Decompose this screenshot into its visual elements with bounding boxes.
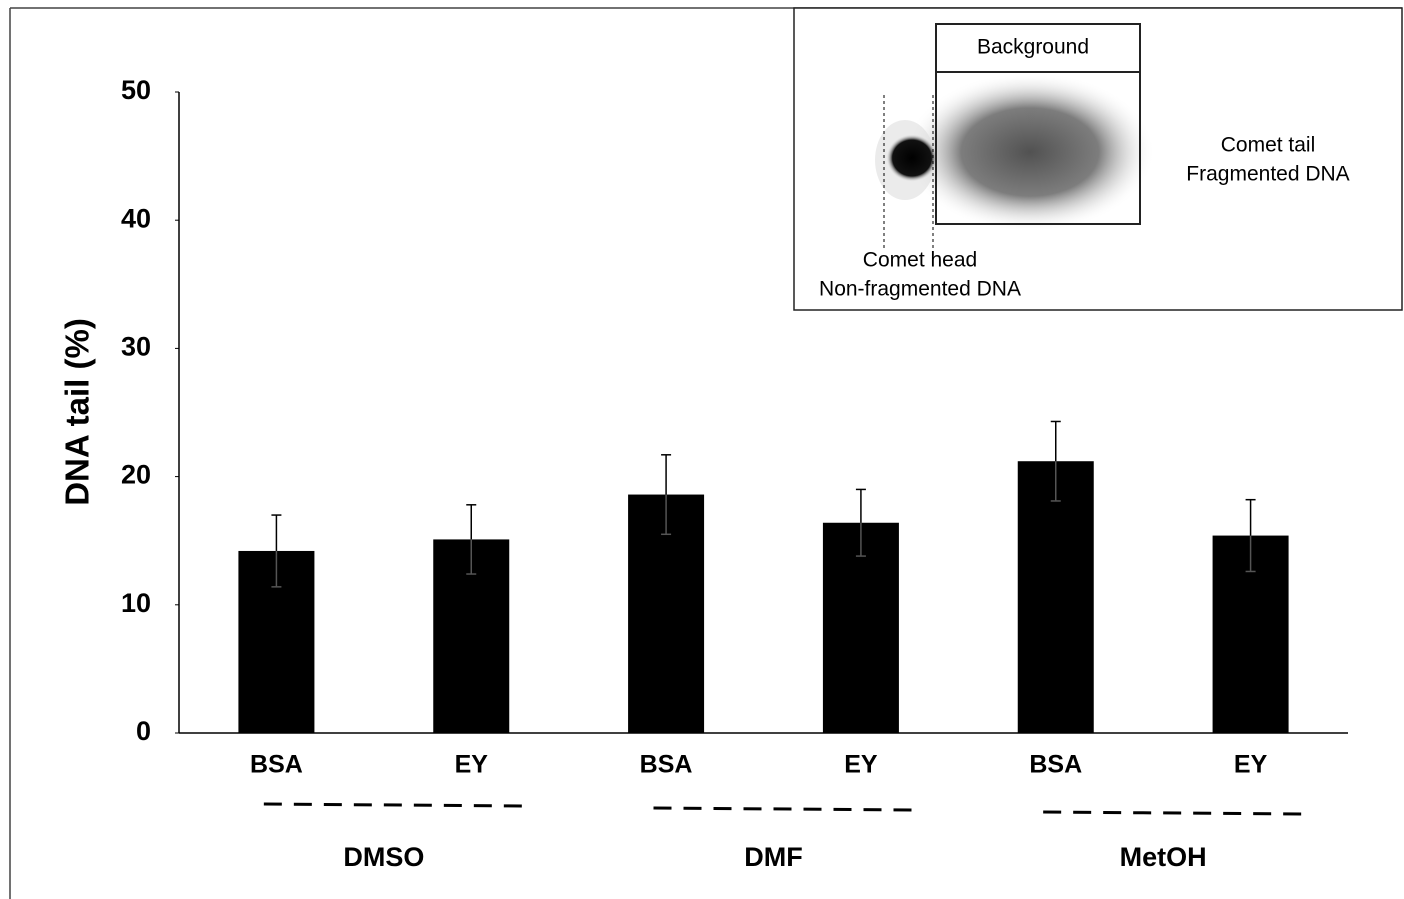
group-label: DMF <box>744 842 802 872</box>
comet-head <box>886 134 938 182</box>
group-divider <box>263 802 524 808</box>
group-divider <box>1043 810 1304 816</box>
annotation: Non-fragmented DNA <box>819 278 1021 301</box>
annotation: Fragmented DNA <box>1186 163 1349 186</box>
x-tick-label: EY <box>844 751 878 779</box>
comet-tail <box>905 72 1155 232</box>
x-tick-label: BSA <box>1029 751 1082 779</box>
annotation: Comet tail <box>1221 134 1316 157</box>
background-header <box>937 25 1139 72</box>
x-tick-label: EY <box>1234 751 1268 779</box>
y-axis-label: DNA tail (%) <box>59 318 96 506</box>
background-box <box>935 23 1141 225</box>
bar <box>1017 461 1094 733</box>
inset: Background Comet tail Fragmented DNA Com… <box>793 7 1403 311</box>
bar <box>822 522 899 733</box>
x-tick-label: EY <box>455 751 489 779</box>
x-tick-label: BSA <box>250 751 303 779</box>
group-label: DMSO <box>343 842 424 872</box>
x-tick-label: BSA <box>640 751 693 779</box>
y-tick-label: 50 <box>121 75 151 105</box>
y-tick-label: 20 <box>121 460 151 490</box>
y-tick-label: 10 <box>121 588 151 618</box>
y-tick-label: 40 <box>121 203 151 233</box>
y-tick-label: 30 <box>121 332 151 362</box>
y-tick-label: 0 <box>136 716 151 746</box>
annotation: Background <box>977 36 1089 59</box>
group-divider <box>653 806 914 812</box>
group-label: MetOH <box>1120 842 1207 872</box>
annotation: Comet head <box>863 249 977 272</box>
